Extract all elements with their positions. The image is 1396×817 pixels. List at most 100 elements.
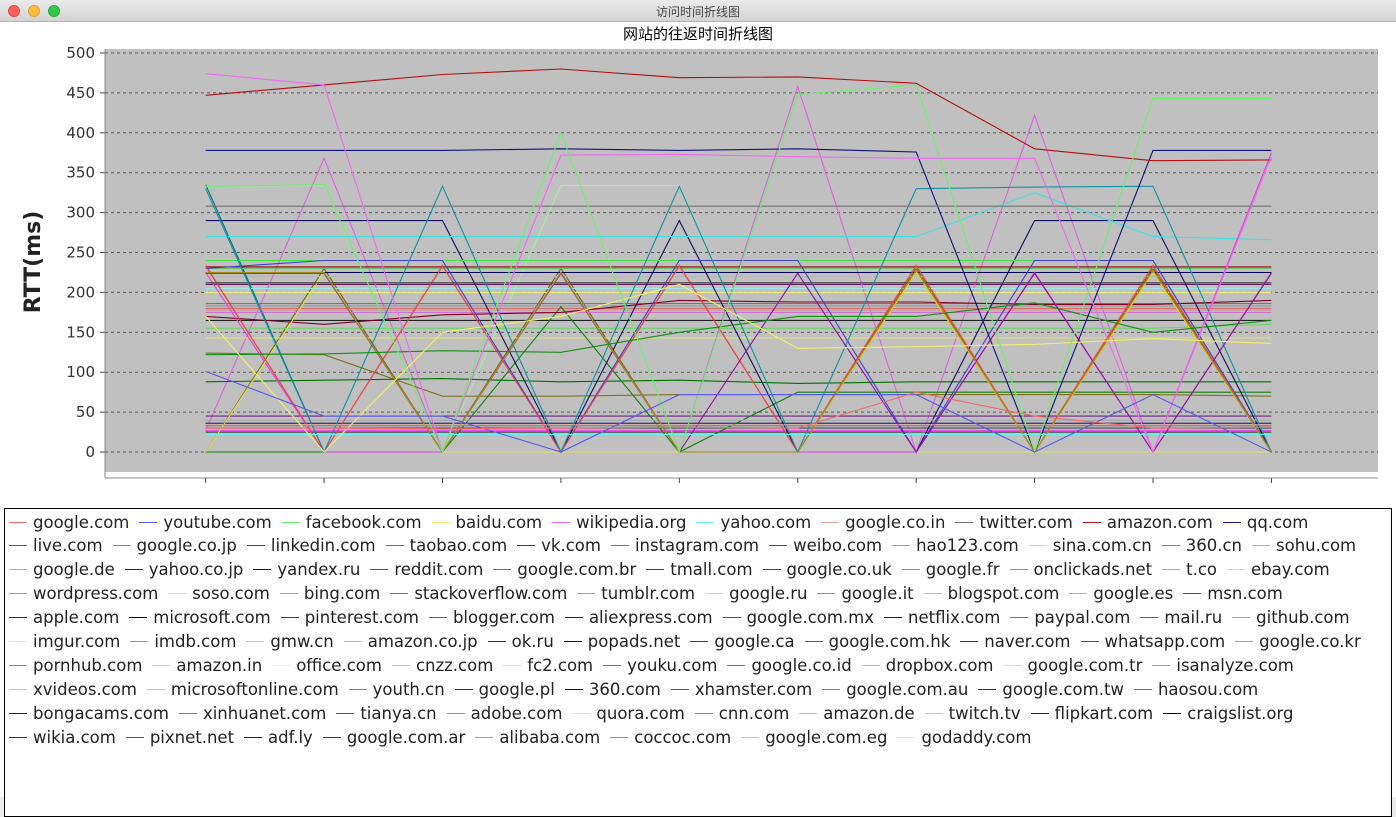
legend-item: google.co.id bbox=[727, 654, 852, 676]
legend-swatch bbox=[370, 569, 389, 571]
legend-label: google.co.kr bbox=[1259, 632, 1361, 651]
legend-item: ok.ru bbox=[487, 631, 554, 653]
legend-label: taobao.com bbox=[409, 536, 508, 556]
legend-label: popads.net bbox=[587, 632, 681, 651]
legend-item: 360.cn bbox=[1161, 535, 1243, 557]
legend-label: blogspot.com bbox=[947, 584, 1060, 604]
legend-label: google.com.mx bbox=[746, 608, 875, 628]
legend-item: xvideos.com bbox=[9, 678, 137, 700]
series-layer bbox=[205, 68, 1272, 454]
legend-label: aliexpress.com bbox=[588, 608, 713, 628]
legend-label: craigslist.org bbox=[1187, 703, 1294, 723]
y-axis-label: RTT(ms) bbox=[21, 211, 46, 314]
legend-label: alibaba.com bbox=[499, 727, 601, 747]
legend-swatch bbox=[130, 641, 149, 642]
legend-item: google.de bbox=[9, 559, 115, 581]
legend-swatch bbox=[9, 641, 27, 642]
legend-item: qq.com bbox=[1222, 511, 1308, 533]
legend-swatch bbox=[281, 521, 300, 523]
legend-item: pinterest.com bbox=[280, 607, 419, 629]
legend-item: adobe.com bbox=[446, 702, 562, 724]
legend-label: coccoc.com bbox=[634, 727, 732, 747]
legend-label: google.it bbox=[841, 584, 914, 604]
legend-label: 360.com bbox=[588, 679, 661, 699]
legend-label: gmw.cn bbox=[270, 632, 334, 651]
y-tick-label: 300 bbox=[66, 204, 95, 222]
legend-label: youth.cn bbox=[372, 679, 445, 699]
legend-label: cnzz.com bbox=[415, 655, 494, 675]
close-window-button[interactable] bbox=[8, 5, 20, 17]
legend-label: onclickads.net bbox=[1033, 560, 1153, 580]
legend-label: instagram.com bbox=[634, 536, 760, 556]
legend-item: sina.com.cn bbox=[1028, 535, 1152, 557]
legend-label: google.com.au bbox=[846, 679, 969, 699]
legend-item: bongacams.com bbox=[9, 702, 169, 724]
x-tick-label: 4 bbox=[556, 485, 566, 486]
legend-swatch bbox=[670, 688, 689, 690]
legend-label: google.de bbox=[33, 560, 115, 580]
legend-swatch bbox=[385, 545, 404, 547]
legend-label: google.com.eg bbox=[765, 727, 888, 747]
maximize-window-button[interactable] bbox=[48, 5, 60, 17]
legend-swatch bbox=[431, 521, 450, 523]
minimize-window-button[interactable] bbox=[28, 5, 40, 17]
window-titlebar: 访问时间折线图 bbox=[0, 0, 1396, 22]
legend-item: google.fr bbox=[901, 559, 1000, 581]
legend-item: fc2.com bbox=[503, 654, 593, 676]
legend-label: github.com bbox=[1256, 608, 1350, 628]
legend-item: google.co.in bbox=[821, 511, 945, 533]
legend-item: hao123.com bbox=[892, 535, 1019, 557]
legend-swatch bbox=[901, 569, 920, 571]
legend-swatch bbox=[861, 664, 880, 666]
legend-item: cnn.com bbox=[694, 702, 789, 724]
x-tick-label: 5 bbox=[675, 485, 685, 486]
legend-label: 360.cn bbox=[1185, 536, 1243, 556]
legend-item: stackoverflow.com bbox=[390, 583, 567, 605]
legend-item: blogger.com bbox=[428, 607, 555, 629]
x-tick-label: 8 bbox=[1030, 485, 1040, 486]
legend-swatch bbox=[694, 712, 713, 714]
legend-label: sina.com.cn bbox=[1052, 536, 1152, 556]
legend-swatch bbox=[762, 569, 781, 571]
legend-label: yahoo.com bbox=[720, 512, 812, 532]
y-tick-label: 350 bbox=[66, 164, 95, 182]
legend-item: vk.com bbox=[517, 535, 601, 557]
legend-label: xinhuanet.com bbox=[202, 703, 327, 723]
legend-label: google.ca bbox=[714, 632, 795, 651]
legend-swatch bbox=[1161, 545, 1180, 547]
x-tick-label: 1 bbox=[201, 485, 211, 486]
legend-label: google.com bbox=[33, 512, 130, 532]
legend-item: google.pl bbox=[454, 678, 555, 700]
legend-item: amazon.de bbox=[799, 702, 915, 724]
legend-label: reddit.com bbox=[394, 560, 484, 580]
legend-item: google.com bbox=[9, 511, 129, 533]
legend-label: google.co.id bbox=[751, 655, 852, 675]
legend-label: google.co.in bbox=[845, 512, 946, 532]
legend-label: google.com.ar bbox=[346, 727, 466, 747]
legend-swatch bbox=[475, 736, 494, 738]
legend-item: soso.com bbox=[168, 583, 270, 605]
legend-swatch bbox=[552, 521, 571, 523]
legend-item: twitch.tv bbox=[924, 702, 1021, 724]
legend-item: cnzz.com bbox=[391, 654, 494, 676]
legend-label: baidu.com bbox=[455, 512, 543, 532]
legend-item: google.it bbox=[817, 583, 914, 605]
legend-label: imgur.com bbox=[33, 632, 121, 651]
series-line-google-co-jp bbox=[205, 269, 1272, 454]
series-line-qq-com bbox=[205, 148, 1272, 454]
legend-swatch bbox=[1222, 521, 1241, 523]
legend-label: live.com bbox=[33, 536, 103, 556]
legend-swatch bbox=[112, 545, 131, 547]
legend-swatch bbox=[960, 641, 979, 642]
axes: 0 50 100 150 200 250 300 350 400 450 500 1 2 3 4 5 6 7 8 9 1… bbox=[66, 44, 1378, 503]
legend-item: msn.com bbox=[1183, 583, 1283, 605]
legend-swatch bbox=[924, 712, 943, 714]
legend-item: google.es bbox=[1069, 583, 1173, 605]
x-tick-label: 6 bbox=[793, 485, 803, 486]
legend-item: instagram.com bbox=[610, 535, 760, 557]
legend-label: bongacams.com bbox=[33, 703, 169, 723]
legend-label: soso.com bbox=[192, 584, 270, 604]
y-tick-label: 250 bbox=[66, 244, 95, 262]
legend-swatch bbox=[705, 593, 724, 595]
legend-item: naver.com bbox=[960, 631, 1071, 653]
